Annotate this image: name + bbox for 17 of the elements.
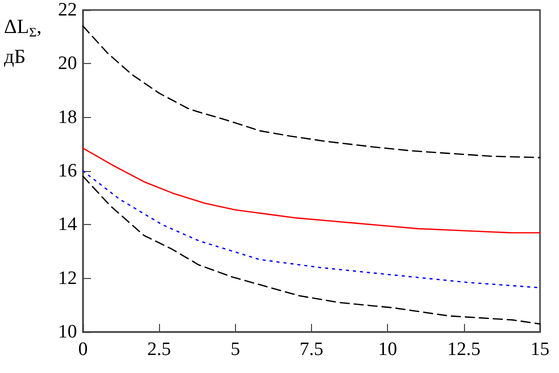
x-tick-label: 15 bbox=[530, 339, 550, 360]
y-tick-label: 18 bbox=[58, 106, 77, 128]
line-series bbox=[82, 25, 541, 158]
y-tick-label: 10 bbox=[58, 322, 77, 342]
x-tick-label: 5 bbox=[230, 339, 240, 360]
line-series bbox=[82, 176, 541, 325]
y-tick-label: 14 bbox=[58, 214, 78, 236]
x-tick-label: 12.5 bbox=[447, 339, 480, 360]
y-tick-label: 16 bbox=[58, 160, 77, 182]
y-tick-label: 20 bbox=[58, 53, 77, 74]
x-tick-label: 7.5 bbox=[300, 339, 324, 360]
x-tick-label: 10 bbox=[378, 339, 398, 360]
y-tick-label: 12 bbox=[58, 268, 77, 289]
x-tick-label: 0 bbox=[78, 339, 88, 360]
y-tick-label: 22 bbox=[58, 0, 77, 20]
line-series bbox=[82, 148, 541, 234]
x-tick-label: 2.5 bbox=[147, 339, 172, 360]
